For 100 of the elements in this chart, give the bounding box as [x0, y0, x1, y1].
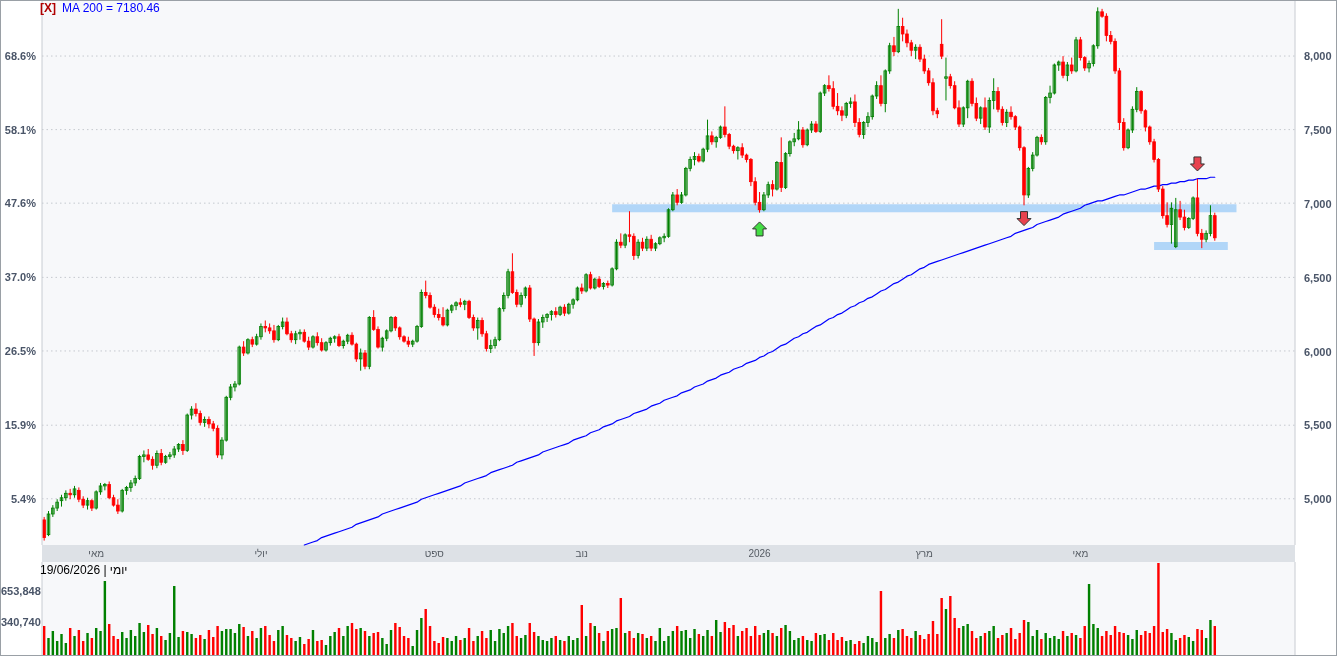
bar [1005, 633, 1008, 656]
annotation: יומי | 19/06/2026 [40, 563, 128, 577]
bar [862, 643, 865, 656]
bar [667, 636, 670, 656]
bar [372, 633, 375, 656]
bar [125, 638, 128, 656]
bar [949, 596, 952, 656]
bar [368, 636, 371, 656]
y2-tick-label: 5,500 [1304, 419, 1332, 432]
bar [758, 635, 761, 656]
bar [1079, 638, 1082, 656]
bar [641, 634, 644, 656]
bar [329, 636, 332, 656]
bar [86, 633, 89, 656]
bar [810, 641, 813, 656]
bar [1066, 636, 1069, 656]
bar [576, 638, 579, 656]
bar [242, 627, 245, 656]
bar [836, 640, 839, 656]
bar [962, 626, 965, 656]
bar [1131, 639, 1134, 656]
bar [60, 634, 63, 656]
bar [1044, 633, 1047, 656]
bar [849, 640, 852, 656]
bar [381, 638, 384, 656]
bar [138, 623, 141, 656]
x-tick-label: נוב [575, 548, 589, 559]
bar [151, 634, 154, 656]
bar [290, 638, 293, 656]
bar [99, 631, 102, 656]
point [1016, 211, 1032, 227]
x-tick-label: ספט [424, 548, 445, 559]
bar [1018, 633, 1021, 656]
bar [1027, 622, 1030, 656]
bar [966, 624, 969, 656]
bar [1170, 633, 1173, 656]
bar [346, 626, 349, 656]
bar [823, 634, 826, 656]
bar [190, 634, 193, 656]
y2-tick-label: 6,000 [1304, 345, 1332, 358]
y-tick-label: 26.5% [4, 344, 37, 357]
bar [745, 628, 748, 656]
bar [355, 629, 358, 656]
y-tick-label: 58.1% [4, 123, 37, 136]
y-tick-label: 653,848 [1, 584, 41, 597]
bar [333, 632, 336, 656]
bar [1144, 631, 1147, 656]
bar [1040, 639, 1043, 656]
x-tick-label: מאי [1072, 548, 1089, 559]
bar [654, 641, 657, 656]
bar [1209, 620, 1212, 656]
y2-tick-label: 7,000 [1304, 197, 1332, 210]
bar [359, 628, 362, 656]
x-tick-label: מרץ [915, 548, 934, 559]
bar [979, 636, 982, 656]
bar [771, 633, 774, 656]
bar [1118, 632, 1121, 656]
bar [975, 638, 978, 656]
x-tick-label: יולי [254, 548, 268, 559]
y-tick-label: 5.4% [10, 492, 37, 505]
bar [784, 625, 787, 656]
bar [216, 626, 219, 656]
bar [433, 641, 436, 656]
bar [914, 631, 917, 656]
bar [615, 628, 618, 656]
bar [411, 646, 414, 656]
bar [897, 630, 900, 656]
bar [398, 627, 401, 656]
bar [437, 643, 440, 656]
x-tick-label: מאי [88, 548, 105, 559]
point [1189, 156, 1205, 172]
bar [424, 609, 427, 656]
bar [1092, 624, 1095, 656]
bar [268, 635, 271, 656]
bar [1057, 639, 1060, 656]
bar [177, 637, 180, 656]
bar [524, 635, 527, 656]
bar [420, 618, 423, 656]
bar [680, 631, 683, 656]
bar [229, 629, 232, 656]
bar [992, 626, 995, 656]
bar [446, 638, 449, 656]
bar [320, 640, 323, 656]
bar [888, 634, 891, 656]
bar [281, 626, 284, 656]
bar [73, 636, 76, 656]
bar [537, 636, 540, 656]
bar [1183, 635, 1186, 656]
bar [732, 625, 735, 656]
bar [940, 598, 943, 656]
y2-tick-label: 5,000 [1304, 493, 1332, 506]
bar [1105, 631, 1108, 656]
bar [875, 642, 878, 656]
bar [511, 623, 514, 656]
bar [927, 634, 930, 656]
bar [719, 632, 722, 656]
bar [550, 638, 553, 656]
bar [589, 623, 592, 656]
line-series [303, 176, 1216, 546]
bar [693, 629, 696, 656]
